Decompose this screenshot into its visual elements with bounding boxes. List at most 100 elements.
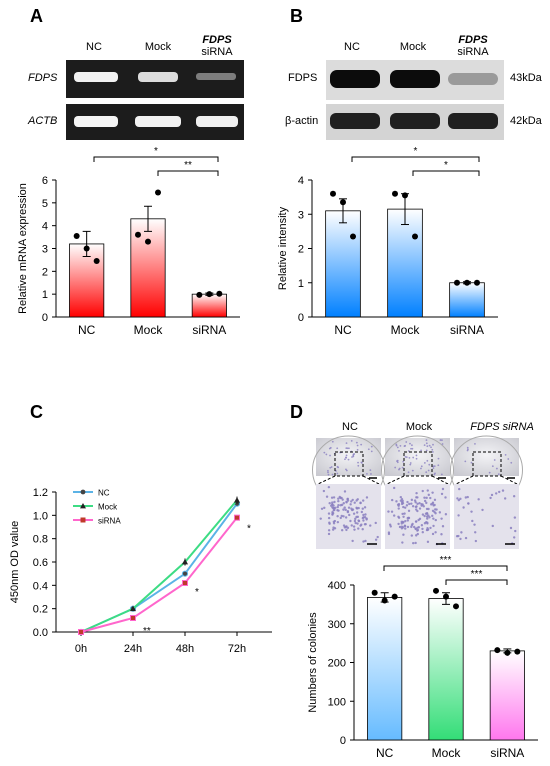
- colony-dot: [397, 515, 400, 519]
- colony-dot: [441, 487, 445, 491]
- colony-dot: [473, 523, 476, 526]
- colony-dot: [388, 523, 392, 526]
- colony-dot: [327, 473, 330, 476]
- chart-relative-intensity: 0 1 2 3 4 Relative intensity NC Mock siRNA: [277, 175, 498, 337]
- colony-dot: [466, 449, 469, 452]
- colony-dot: [412, 541, 415, 545]
- y-tick-label: 1: [298, 278, 304, 290]
- colony-dot: [357, 506, 360, 510]
- colony-dot: [432, 443, 434, 446]
- colony-dot: [417, 518, 420, 522]
- colony-dot: [460, 531, 463, 534]
- colony-dot: [360, 461, 363, 464]
- significance-label: *: [247, 524, 251, 535]
- colony-dot: [426, 517, 429, 520]
- colony-dot: [342, 524, 346, 527]
- blot-image: NC Mock FDPS siRNA FDPS β-actin 43kDa 42…: [285, 34, 543, 140]
- y-tick-label: 4: [298, 175, 304, 187]
- colony-dot: [405, 456, 408, 458]
- significance-label: *: [195, 587, 199, 598]
- blot-size-fdps: 43kDa: [510, 72, 543, 84]
- colony-dot: [352, 455, 355, 458]
- colony-dot: [434, 512, 437, 515]
- point: [234, 496, 240, 503]
- colony-dot: [397, 522, 400, 526]
- data-point: [340, 199, 346, 206]
- colony-dot: [437, 464, 440, 467]
- gel-image: NC Mock FDPS siRNA FDPS ACTB: [27, 34, 244, 140]
- plate-header-sirna: FDPS siRNA: [470, 421, 534, 433]
- colony-dot: [340, 496, 343, 500]
- colony-dot: [417, 526, 421, 529]
- colony-dot: [392, 486, 396, 490]
- y-tick-label: 0: [340, 735, 346, 747]
- colony-dot: [428, 463, 431, 466]
- colony-dot: [458, 487, 461, 491]
- colony-dot: [365, 518, 368, 521]
- colony-dot: [498, 490, 501, 494]
- colony-dot: [418, 507, 422, 510]
- bar-mock: [387, 208, 423, 318]
- colony-dot: [427, 493, 430, 497]
- colony-dot: [426, 527, 429, 530]
- y-tick-label: 300: [328, 619, 346, 631]
- colony-dot: [431, 448, 434, 451]
- plate-overview: [450, 435, 523, 505]
- colony-dot: [348, 447, 350, 450]
- colony-dot: [370, 450, 373, 453]
- sig-bracket-d-top: ***: [383, 555, 508, 571]
- colony-dot: [350, 524, 353, 527]
- colony-dot: [369, 524, 372, 527]
- colony-dot: [444, 513, 448, 516]
- colony-dot: [357, 519, 360, 522]
- colony-dot: [344, 508, 347, 512]
- colony-dot: [507, 458, 510, 460]
- plate-zoom: [454, 484, 519, 549]
- colony-dot: [423, 496, 426, 499]
- zoom-background: [454, 484, 519, 549]
- colony-dot: [361, 516, 365, 520]
- colony-dot: [331, 528, 335, 531]
- colony-dot: [353, 501, 356, 504]
- bar-sirna: [449, 282, 485, 318]
- colony-dot: [415, 491, 418, 495]
- colony-dot: [351, 498, 354, 502]
- colony-dot: [402, 515, 405, 518]
- colony-dot: [406, 519, 410, 522]
- data-point: [371, 589, 378, 596]
- colony-dot: [425, 496, 428, 500]
- point: [182, 558, 188, 565]
- colony-dot: [510, 461, 513, 464]
- colony-dot: [345, 456, 347, 459]
- colony-dot: [405, 441, 408, 443]
- colony-dot: [356, 444, 359, 447]
- colony-dot: [420, 449, 422, 452]
- colony-dot: [513, 516, 517, 519]
- colony-dot: [356, 522, 359, 525]
- colony-dot: [336, 447, 339, 450]
- colony-dot: [327, 512, 331, 515]
- colony-dot: [457, 514, 460, 517]
- colony-dot: [509, 526, 513, 530]
- colony-dot: [346, 499, 350, 502]
- colony-dot: [404, 519, 407, 523]
- colony-dot: [404, 527, 407, 530]
- legend-label: siRNA: [98, 517, 121, 526]
- colony-dot: [402, 505, 405, 509]
- colony-dot: [398, 467, 401, 470]
- colony-dot: [345, 525, 348, 528]
- colony-dot: [426, 522, 429, 525]
- legend-marker: [80, 503, 86, 509]
- zoom-background: [385, 484, 450, 549]
- colony-dot: [423, 514, 426, 518]
- colony-dot: [489, 496, 492, 500]
- colony-dot: [440, 517, 443, 520]
- colony-dot: [325, 453, 328, 456]
- colony-dot: [354, 521, 357, 525]
- zoom-box: [472, 451, 502, 477]
- plate-header-mock: Mock: [406, 421, 433, 433]
- y-tick-label: 2: [42, 266, 48, 278]
- colony-dot: [330, 496, 334, 499]
- panel-letter-b: B: [290, 6, 303, 26]
- colony-dot: [387, 510, 390, 513]
